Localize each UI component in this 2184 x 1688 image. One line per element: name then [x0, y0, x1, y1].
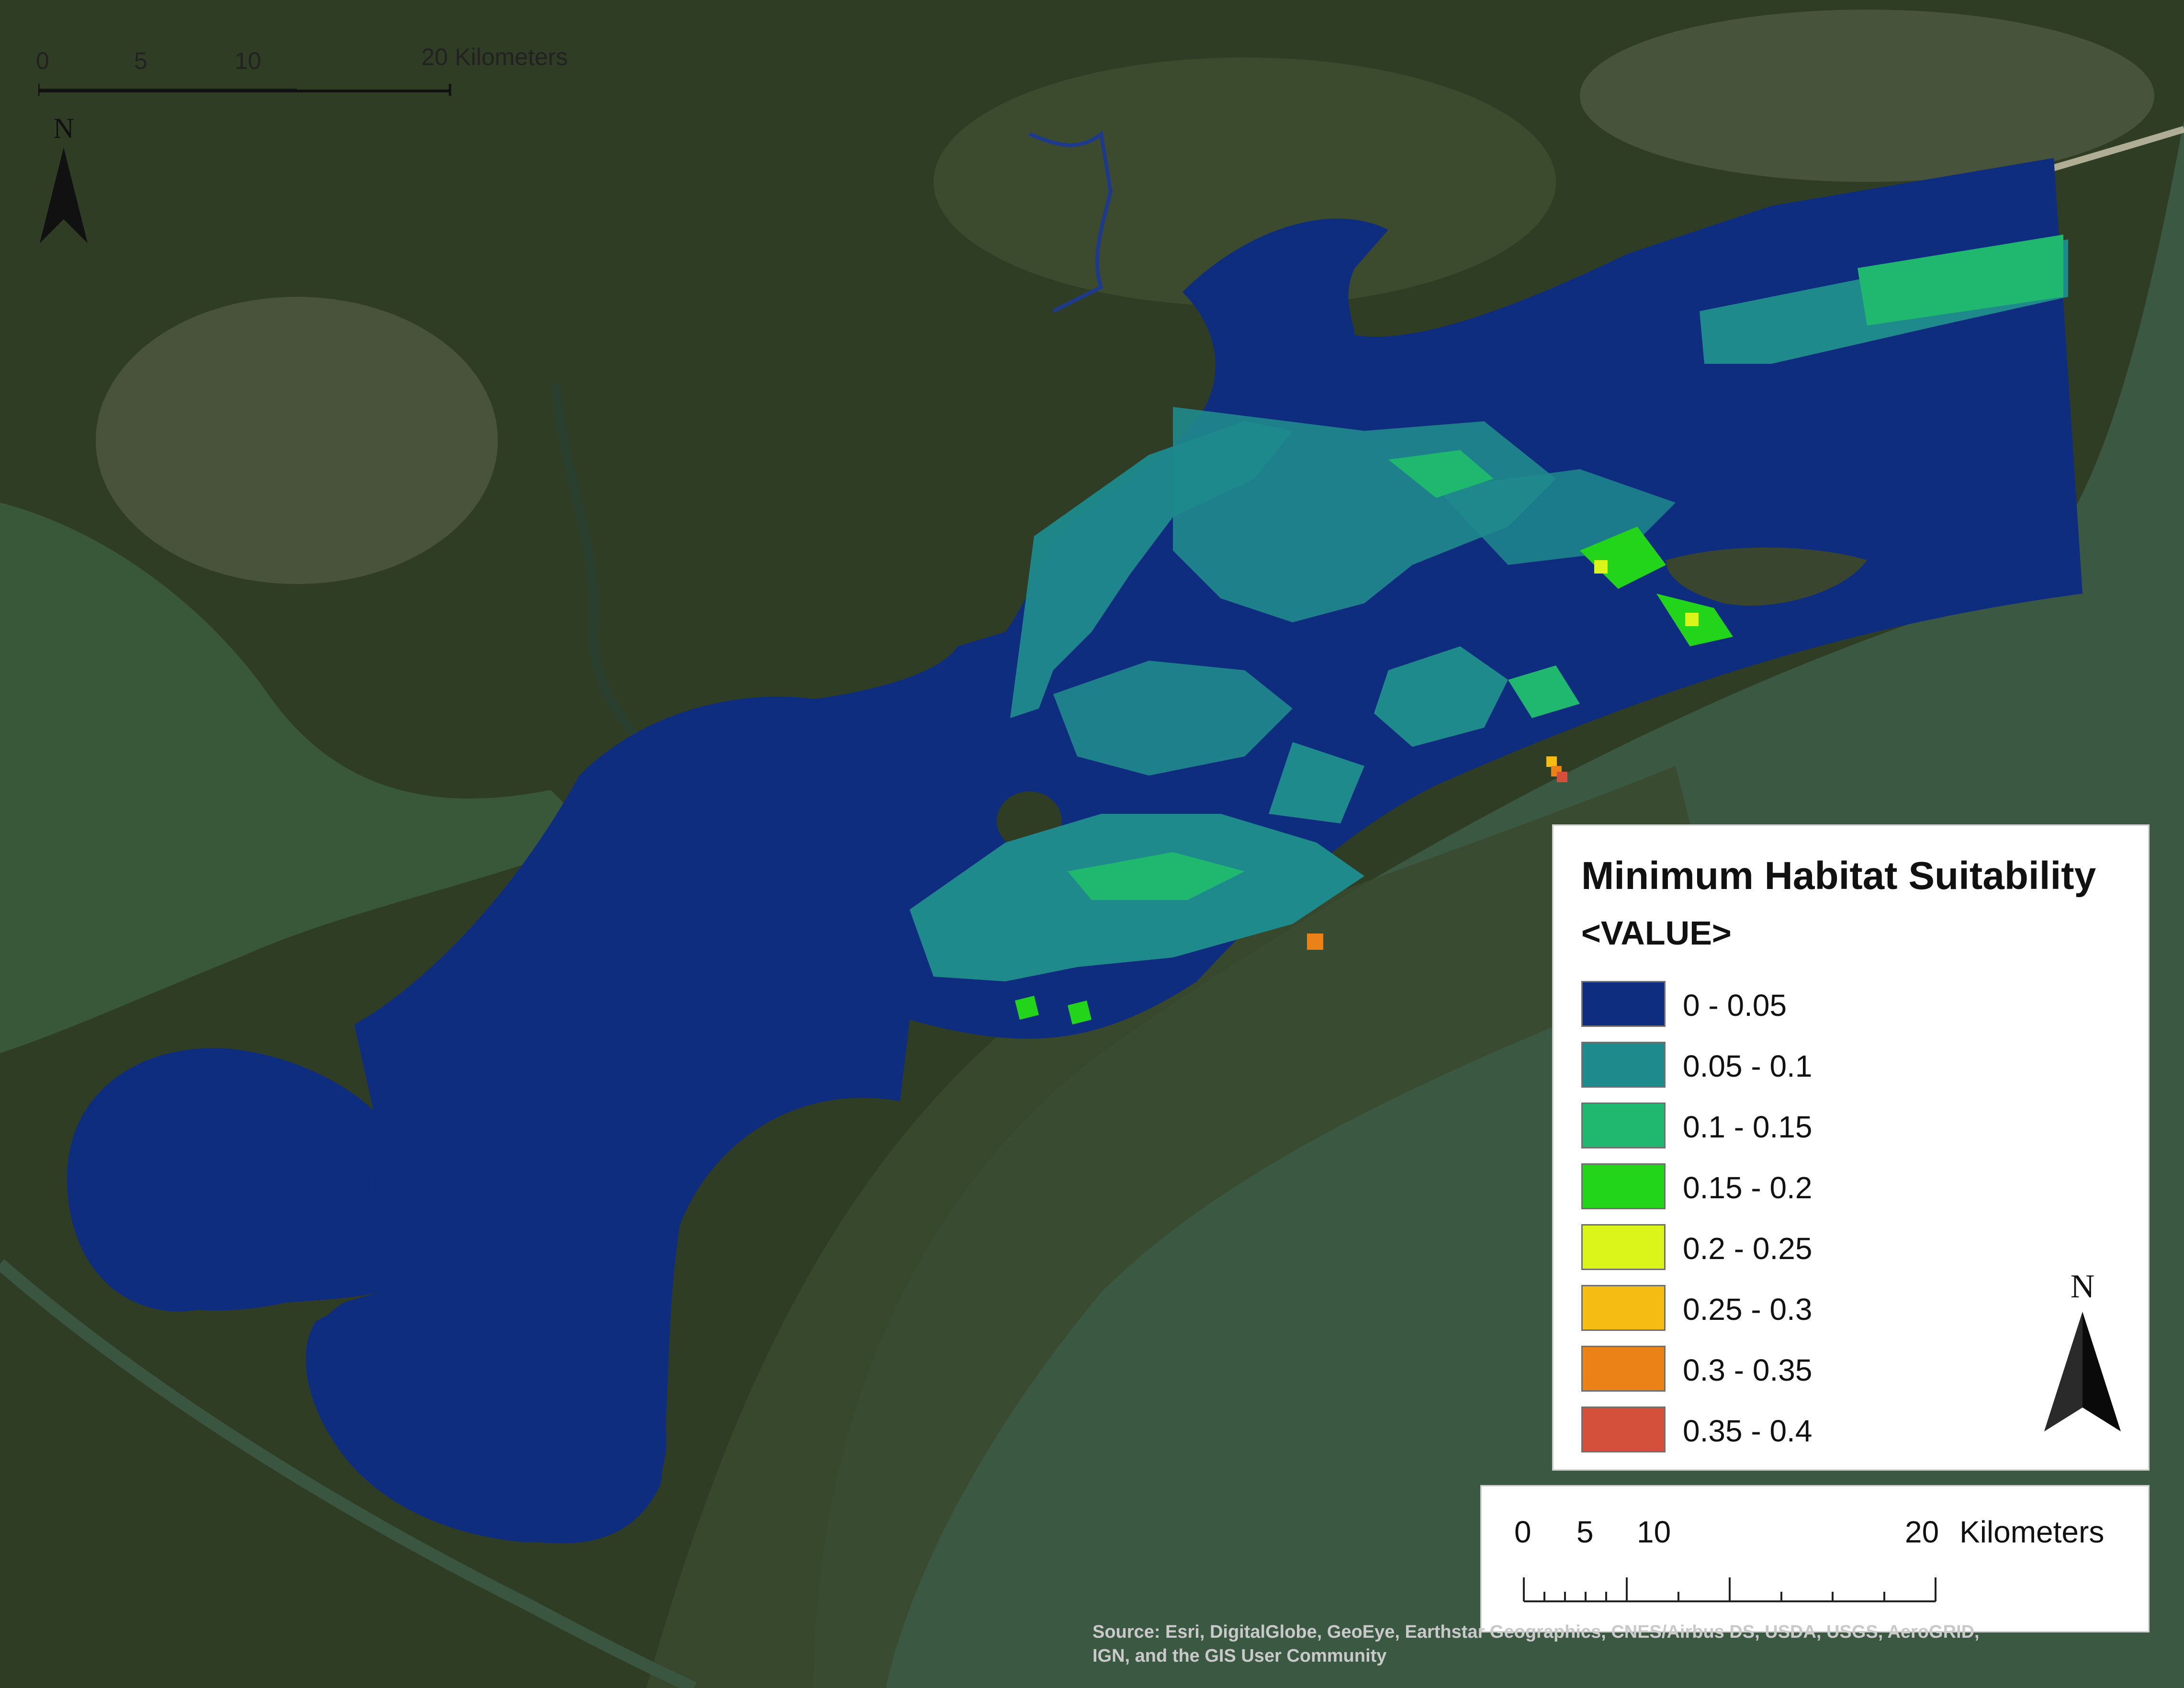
- basemap-town-area: [96, 297, 498, 584]
- legend-swatch: [1581, 1042, 1666, 1088]
- scale-bar: 0 5 10 20 Kilometers: [1480, 1485, 2150, 1632]
- legend-swatch: [1581, 1346, 1666, 1392]
- legend-item: 0.1 - 0.15: [1581, 1103, 2012, 1148]
- scale-label-0: 0: [1514, 1515, 1531, 1549]
- suitability-class-0-0.05-southlobe: [305, 1300, 666, 1542]
- legend-title: Minimum Habitat Suitability: [1581, 854, 2096, 898]
- legend-swatch: [1581, 1103, 1666, 1148]
- suitability-class-0.35-0.4: [1557, 772, 1567, 782]
- legend-label: 0.1 - 0.15: [1683, 1110, 1812, 1144]
- legend-item: 0 - 0.05: [1581, 981, 2012, 1027]
- basemap-coast-town: [1580, 10, 2154, 182]
- legend-label: 0.35 - 0.4: [1683, 1414, 1812, 1448]
- legend-swatch: [1581, 981, 1666, 1027]
- top-left-scale-label-0: 0: [36, 47, 49, 74]
- north-arrow-icon: N: [2044, 1268, 2121, 1431]
- top-scale-bar-line: [38, 84, 451, 96]
- north-arrow-small-label: N: [53, 113, 74, 144]
- legend-item: 0.35 - 0.4: [1581, 1407, 2012, 1452]
- top-left-scale-label-10: 10: [235, 47, 261, 74]
- legend-swatch: [1581, 1224, 1666, 1270]
- legend-swatch: [1581, 1407, 1666, 1452]
- top-scale-label-20: 20: [421, 44, 448, 70]
- legend-item: 0.05 - 0.1: [1581, 1042, 2012, 1088]
- legend-label: 0.2 - 0.25: [1683, 1231, 1812, 1266]
- north-arrow-small-icon: N: [40, 113, 88, 243]
- legend-field-name: <VALUE>: [1581, 914, 1732, 952]
- legend-item: 0.3 - 0.35: [1581, 1346, 2012, 1392]
- basemap-town-area-2: [934, 57, 1556, 306]
- top-left-scale-label-5: 5: [134, 47, 147, 74]
- legend-panel: Minimum Habitat Suitability <VALUE> 0 - …: [1552, 824, 2150, 1471]
- legend-label: 0 - 0.05: [1683, 988, 1787, 1023]
- attribution-line-1: Source: Esri, DigitalGlobe, GeoEye, Eart…: [1092, 1622, 1980, 1642]
- basemap-estuary-water: [0, 503, 598, 1053]
- scale-label-10: 10: [1637, 1515, 1671, 1549]
- legend-swatch: [1581, 1285, 1666, 1331]
- legend-label: 0.3 - 0.35: [1683, 1353, 1812, 1387]
- top-left-scale-bar: 0 5 10: [29, 23, 450, 119]
- suitability-class-0.25-0.3: [1546, 756, 1557, 767]
- scale-unit: Kilometers: [1959, 1515, 2105, 1549]
- legend-item: 0.2 - 0.25: [1581, 1224, 2012, 1270]
- basemap-marsh-band: [646, 766, 1723, 1688]
- scale-label-20: 20: [1905, 1515, 1939, 1549]
- basemap-canal: [0, 1259, 697, 1688]
- north-arrow-label: N: [2071, 1268, 2095, 1305]
- legend-label: 0.25 - 0.3: [1683, 1292, 1812, 1327]
- scale-label-5: 5: [1576, 1515, 1594, 1549]
- suitability-class-0.2-0.25: [1594, 560, 1699, 626]
- legend-label: 0.15 - 0.2: [1683, 1170, 1812, 1205]
- basemap-river: [551, 383, 664, 769]
- stream-line: [1028, 130, 1113, 313]
- legend-swatch: [1581, 1163, 1666, 1209]
- top-scale-unit: Kilometers: [455, 44, 568, 70]
- attribution-text: Source: Esri, DigitalGlobe, GeoEye, Eart…: [1092, 1620, 2165, 1668]
- scale-bar-ticks: [1523, 1577, 1936, 1602]
- legend-item: 0.15 - 0.2: [1581, 1163, 2012, 1209]
- legend-label: 0.05 - 0.1: [1683, 1049, 1812, 1083]
- legend-item: 0.25 - 0.3: [1581, 1285, 2012, 1331]
- spit-island: [1666, 547, 1867, 606]
- attribution-line-2: IGN, and the GIS User Community: [1092, 1646, 1387, 1666]
- suitability-class-0.1-0.15: [1068, 235, 2063, 900]
- suitability-class-0-0.05-lobe: [77, 1057, 375, 1311]
